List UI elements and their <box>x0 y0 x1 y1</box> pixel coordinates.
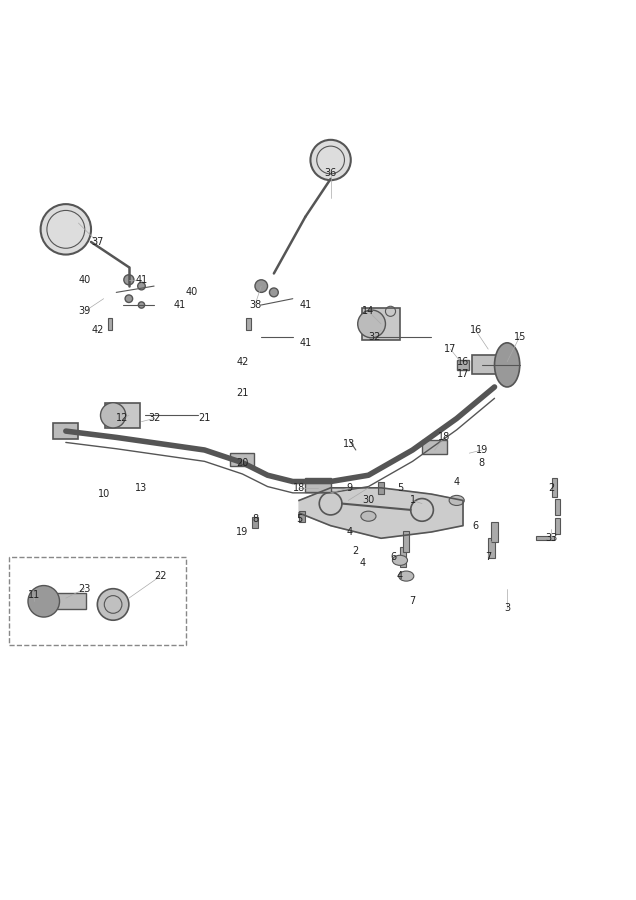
Circle shape <box>137 283 145 290</box>
Text: 15: 15 <box>513 331 526 341</box>
Text: 37: 37 <box>91 237 104 247</box>
Text: 6: 6 <box>473 521 479 531</box>
Bar <box>473 356 510 374</box>
Bar <box>488 537 495 558</box>
Bar <box>422 440 447 454</box>
Text: 11: 11 <box>28 590 41 600</box>
Circle shape <box>124 274 134 284</box>
Text: 18: 18 <box>293 482 305 493</box>
Text: 2: 2 <box>548 482 555 493</box>
Bar <box>400 547 406 567</box>
Text: 16: 16 <box>457 356 469 366</box>
Text: 18: 18 <box>438 432 450 443</box>
Circle shape <box>255 280 268 292</box>
Bar <box>305 478 331 491</box>
Bar <box>536 536 555 541</box>
Bar <box>252 517 258 528</box>
Bar <box>105 402 140 428</box>
Circle shape <box>100 402 126 428</box>
Text: 33: 33 <box>545 534 557 544</box>
Text: 1: 1 <box>410 495 416 506</box>
Text: 9: 9 <box>347 482 352 493</box>
Text: 23: 23 <box>79 584 91 594</box>
Ellipse shape <box>28 586 60 617</box>
Text: 42: 42 <box>91 325 104 335</box>
Bar <box>299 510 305 522</box>
Ellipse shape <box>399 571 414 581</box>
Circle shape <box>138 302 144 308</box>
Text: 4: 4 <box>453 476 460 487</box>
Bar <box>378 482 384 493</box>
Ellipse shape <box>495 343 520 387</box>
Text: 38: 38 <box>249 300 261 310</box>
Text: 4: 4 <box>397 572 403 581</box>
Circle shape <box>310 140 351 180</box>
Bar <box>53 423 78 439</box>
Text: 8: 8 <box>252 514 258 525</box>
Ellipse shape <box>392 555 408 565</box>
Text: 30: 30 <box>363 495 375 506</box>
Bar <box>457 360 469 370</box>
Text: 7: 7 <box>410 597 416 607</box>
Bar <box>230 453 254 466</box>
Text: 32: 32 <box>368 331 381 341</box>
Text: 39: 39 <box>79 306 91 316</box>
Text: 21: 21 <box>236 388 249 399</box>
Text: 41: 41 <box>300 338 312 347</box>
Text: 3: 3 <box>504 603 510 613</box>
Text: 5: 5 <box>296 514 302 525</box>
Text: 22: 22 <box>154 572 167 581</box>
Text: 20: 20 <box>236 457 249 468</box>
Bar <box>246 319 251 329</box>
Text: 40: 40 <box>186 287 198 297</box>
Bar <box>552 479 557 498</box>
Circle shape <box>97 589 129 620</box>
Circle shape <box>357 310 385 338</box>
Text: 13: 13 <box>343 438 356 449</box>
Bar <box>555 499 560 515</box>
Text: 10: 10 <box>97 489 110 500</box>
Text: 16: 16 <box>469 325 481 335</box>
Text: 41: 41 <box>300 300 312 310</box>
Text: 12: 12 <box>116 413 128 424</box>
Text: 2: 2 <box>353 546 359 556</box>
Text: 19: 19 <box>476 445 488 455</box>
Ellipse shape <box>449 495 464 506</box>
Text: 17: 17 <box>457 369 469 379</box>
Circle shape <box>41 204 91 255</box>
Text: 8: 8 <box>479 457 485 468</box>
Text: 4: 4 <box>347 527 352 537</box>
Text: 13: 13 <box>135 482 148 493</box>
Bar <box>555 518 560 534</box>
Circle shape <box>270 288 279 297</box>
Circle shape <box>125 295 133 302</box>
Text: 32: 32 <box>148 413 160 424</box>
Text: 41: 41 <box>173 300 186 310</box>
Bar <box>403 531 410 552</box>
Ellipse shape <box>361 511 376 521</box>
Text: 40: 40 <box>79 274 91 284</box>
Text: 41: 41 <box>135 274 148 284</box>
Text: 14: 14 <box>363 306 375 316</box>
Polygon shape <box>299 488 463 538</box>
Text: 42: 42 <box>236 356 249 366</box>
Text: 4: 4 <box>359 559 365 569</box>
Bar <box>107 319 112 329</box>
Bar <box>362 308 400 339</box>
Text: 5: 5 <box>397 482 403 493</box>
Text: 6: 6 <box>391 553 397 562</box>
Text: 19: 19 <box>236 527 249 537</box>
Text: 21: 21 <box>198 413 211 424</box>
Text: 17: 17 <box>444 344 457 354</box>
Bar <box>492 522 498 542</box>
Text: 36: 36 <box>324 167 336 177</box>
Bar <box>45 593 86 609</box>
Text: 7: 7 <box>485 553 492 562</box>
